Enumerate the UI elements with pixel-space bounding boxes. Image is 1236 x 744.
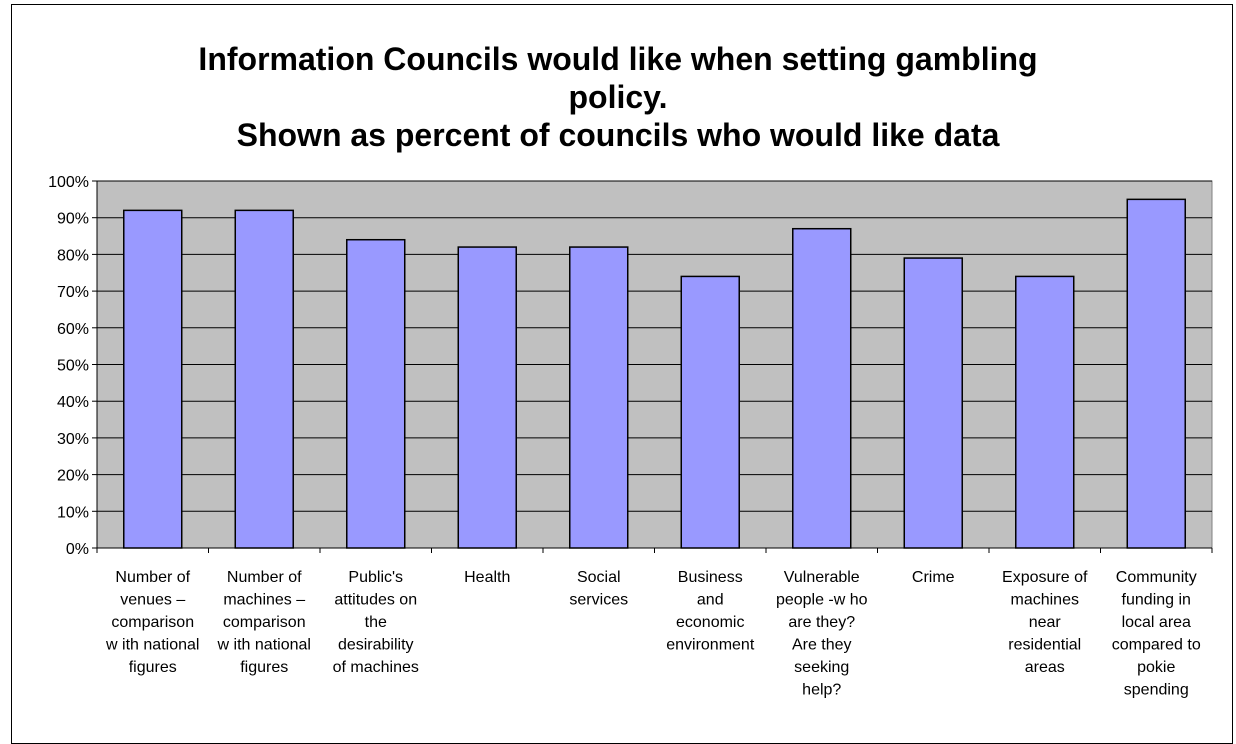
bar: [1015, 275, 1075, 549]
x-category-label-line: Number of: [115, 569, 190, 586]
x-category-label-line: services: [569, 592, 628, 609]
x-category-label-line: near: [1029, 614, 1062, 631]
chart-title-line-2: policy.: [568, 79, 668, 115]
x-category-label-line: compared to: [1112, 637, 1201, 654]
x-category-label-line: machines –: [223, 592, 305, 609]
x-category-label-line: spending: [1124, 682, 1189, 699]
bar: [457, 246, 517, 549]
x-category-label-line: venues –: [120, 592, 185, 609]
axes: [92, 180, 1213, 553]
y-tick-label: 60%: [57, 321, 89, 338]
x-category-label-line: Health: [464, 569, 510, 586]
x-category-label: Number of machines – comparison w ith natio…: [217, 569, 311, 676]
x-category-label-line: economic: [676, 614, 744, 631]
x-category-label-line: the: [365, 614, 387, 631]
x-category-label-line: environment: [666, 637, 755, 654]
y-tick-label: 90%: [57, 211, 89, 228]
y-tick-label: 70%: [57, 284, 89, 301]
x-category-label-line: Exposure of: [1002, 569, 1088, 586]
y-tick-label: 40%: [57, 394, 89, 411]
y-tick-label: 100%: [48, 174, 89, 191]
x-category-label-line: Community: [1116, 569, 1197, 586]
x-category-label: Community funding in local area compared to…: [1112, 569, 1201, 699]
x-category-label-line: pokie: [1137, 659, 1175, 676]
x-category-label-line: people -w ho: [776, 592, 868, 609]
x-category-label: Vulnerable people -w ho are they? Are they s…: [776, 569, 868, 699]
x-category-label: Public's attitudes on the desirability of ma…: [333, 569, 419, 676]
x-category-label-line: are they?: [788, 614, 855, 631]
bar: [234, 209, 294, 549]
bar: [123, 209, 183, 549]
y-tick-label: 80%: [57, 247, 89, 264]
y-tick-label: 30%: [57, 431, 89, 448]
x-category-label-line: comparison: [111, 614, 194, 631]
bars: [123, 198, 1186, 549]
x-category-label-line: Number of: [227, 569, 302, 586]
bar: [680, 275, 740, 549]
x-category-label-line: w ith national: [217, 637, 311, 654]
bar: [792, 227, 852, 549]
bar: [1126, 198, 1186, 549]
chart-title: Information Councils would like when set…: [0, 40, 1236, 154]
x-category-label-line: Crime: [912, 569, 955, 586]
y-tick-label: 50%: [57, 358, 89, 375]
x-category-label-line: machines: [1011, 592, 1079, 609]
x-category-label-line: attitudes on: [334, 592, 417, 609]
x-category-label-line: comparison: [223, 614, 306, 631]
x-category-label-line: of machines: [333, 659, 419, 676]
chart-title-line-1: Information Councils would like when set…: [198, 41, 1038, 77]
x-category-label-line: help?: [802, 682, 841, 699]
bar: [569, 246, 629, 549]
x-category-label-line: figures: [240, 659, 288, 676]
x-category-label-line: figures: [129, 659, 177, 676]
x-category-label-line: and: [697, 592, 724, 609]
y-tick-label: 20%: [57, 468, 89, 485]
x-category-label-line: Vulnerable: [784, 569, 860, 586]
x-category-label: Exposure of machines near residential areas: [1002, 569, 1088, 676]
x-category-label-line: Social: [577, 569, 621, 586]
x-category-label: Social services: [569, 569, 628, 609]
y-tick-labels: 0% 10% 20% 30% 40% 50% 60% 70% 80% 90% 100%: [48, 174, 89, 558]
x-category-labels: Number of venues – comparison w ith nationa…: [105, 569, 1201, 699]
x-category-label-line: seeking: [794, 659, 849, 676]
x-category-label-line: Business: [678, 569, 743, 586]
x-category-label-line: Are they: [792, 637, 852, 654]
x-category-label-line: w ith national: [105, 637, 199, 654]
x-category-label: Crime: [912, 569, 955, 586]
x-category-label-line: residential: [1008, 637, 1081, 654]
x-category-label-line: Public's: [348, 569, 403, 586]
x-category-label-line: funding in: [1122, 592, 1191, 609]
x-category-label-line: desirability: [338, 637, 414, 654]
bar: [903, 257, 963, 549]
y-tick-label: 0%: [66, 541, 89, 558]
bar: [346, 238, 406, 549]
y-tick-label: 10%: [57, 504, 89, 521]
x-category-label: Number of venues – comparison w ith nationa…: [105, 569, 199, 676]
x-category-label-line: local area: [1122, 614, 1191, 631]
x-category-label-line: areas: [1025, 659, 1065, 676]
chart-title-line-3: Shown as percent of councils who would l…: [236, 117, 1000, 153]
x-category-label: Health: [464, 569, 510, 586]
x-category-label: Business and economic environment: [666, 569, 755, 654]
